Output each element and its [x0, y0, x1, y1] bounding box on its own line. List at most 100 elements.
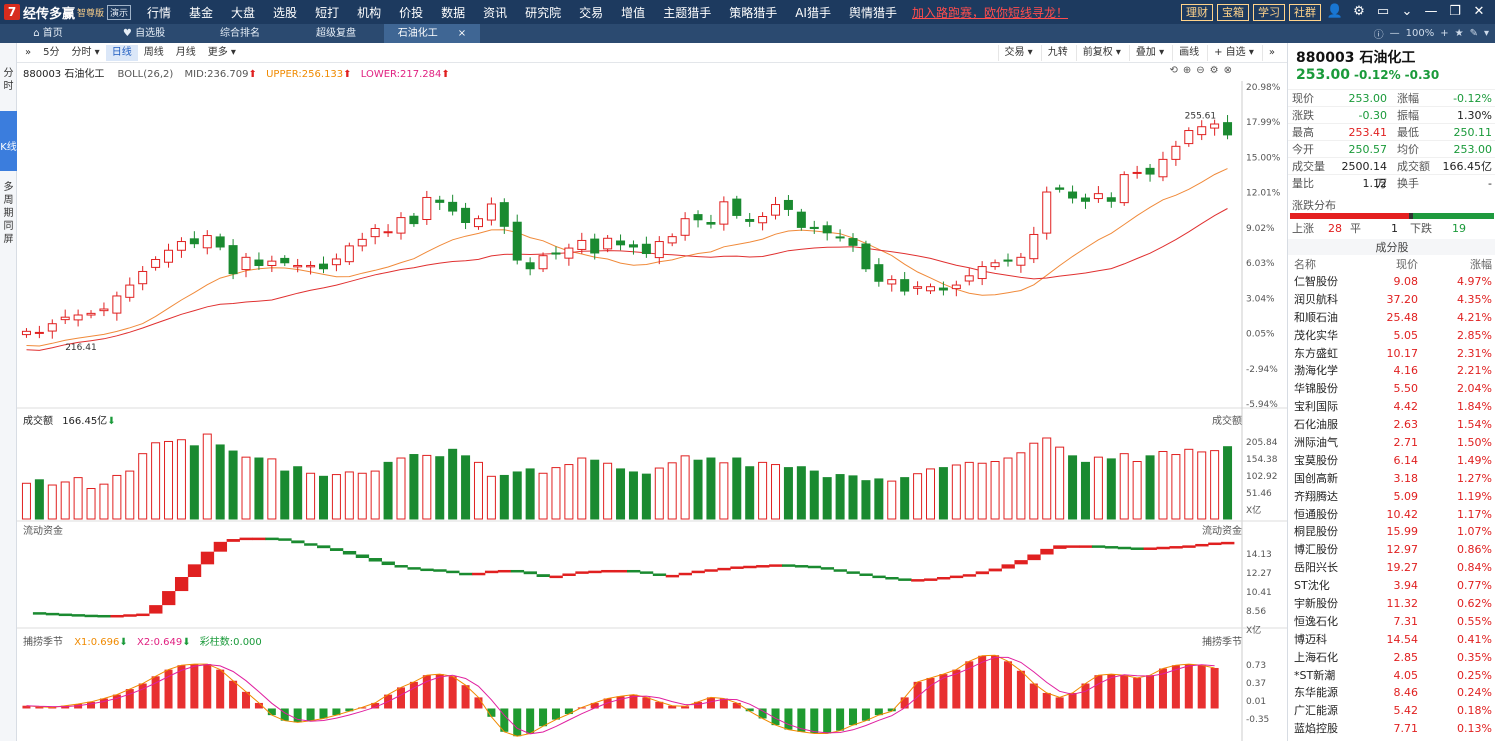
- candle[interactable]: [900, 272, 910, 296]
- candle[interactable]: [783, 195, 793, 216]
- restore-icon[interactable]: ❐: [1449, 4, 1461, 19]
- component-row[interactable]: 渤海化学 4.16 2.21%: [1288, 362, 1495, 380]
- candle[interactable]: [913, 281, 923, 295]
- candle[interactable]: [1171, 140, 1181, 166]
- candle[interactable]: [60, 309, 70, 324]
- nav-item-2[interactable]: 大盘: [231, 5, 256, 20]
- component-row[interactable]: 恒通股份 10.42 1.17%: [1288, 506, 1495, 524]
- candle[interactable]: [1197, 120, 1207, 141]
- candle[interactable]: [538, 252, 548, 273]
- candle[interactable]: [151, 256, 161, 271]
- candle[interactable]: [499, 198, 509, 234]
- component-row[interactable]: 岳阳兴长 19.27 0.84%: [1288, 559, 1495, 577]
- candle[interactable]: [796, 208, 806, 231]
- top-button-1[interactable]: 宝箱: [1217, 3, 1249, 21]
- tab-4[interactable]: 石油化工 ×: [384, 24, 480, 43]
- candle[interactable]: [680, 212, 690, 241]
- zoom-out-icon[interactable]: —: [1389, 28, 1400, 39]
- candle[interactable]: [1093, 186, 1103, 203]
- nav-item-8[interactable]: 资讯: [483, 5, 508, 20]
- candle[interactable]: [1003, 253, 1013, 267]
- candle[interactable]: [1068, 185, 1078, 204]
- period-5[interactable]: 月线: [175, 46, 196, 58]
- tab-0[interactable]: ⌂ 首页: [0, 24, 96, 43]
- candle[interactable]: [925, 283, 936, 295]
- candle[interactable]: [616, 234, 626, 251]
- component-row[interactable]: 蓝焰控股 7.71 0.13%: [1288, 720, 1495, 738]
- component-row[interactable]: 博迈科 14.54 0.41%: [1288, 631, 1495, 649]
- candle[interactable]: [1145, 164, 1155, 182]
- candle[interactable]: [21, 328, 31, 338]
- candle[interactable]: [564, 243, 574, 266]
- candle[interactable]: [73, 309, 83, 327]
- candle[interactable]: [125, 277, 135, 302]
- component-row[interactable]: 润贝航科 37.20 4.35%: [1288, 291, 1495, 309]
- close-tab-icon[interactable]: ×: [457, 28, 467, 39]
- component-row[interactable]: 东方盛虹 10.17 2.31%: [1288, 345, 1495, 363]
- candle[interactable]: [486, 197, 496, 226]
- candle[interactable]: [512, 214, 522, 265]
- component-row[interactable]: 桐昆股份 15.99 1.07%: [1288, 523, 1495, 541]
- component-row[interactable]: 华锦股份 5.50 2.04%: [1288, 380, 1495, 398]
- candle[interactable]: [1042, 186, 1052, 240]
- candle[interactable]: [86, 310, 96, 319]
- candle[interactable]: [448, 194, 458, 216]
- candle[interactable]: [138, 266, 148, 291]
- candle[interactable]: [1016, 252, 1026, 273]
- pencil-icon[interactable]: ✎: [1469, 28, 1478, 39]
- period-0[interactable]: »: [25, 46, 32, 58]
- candle[interactable]: [473, 215, 483, 230]
- chart-canvas[interactable]: 20.98% 17.99% 15.00% 12.01% 9.02% 6.03% 3.04% 0…: [17, 63, 1287, 741]
- candle[interactable]: [719, 196, 729, 231]
- candle[interactable]: [1184, 127, 1194, 147]
- chevron-down-icon[interactable]: ⌄: [1401, 4, 1413, 19]
- candle[interactable]: [1119, 171, 1129, 206]
- tab-1[interactable]: ♥ 自选股: [96, 24, 192, 43]
- close-icon[interactable]: ✕: [1473, 4, 1485, 19]
- candle[interactable]: [977, 261, 987, 286]
- candle[interactable]: [667, 233, 677, 247]
- component-row[interactable]: 和顺石油 25.48 4.21%: [1288, 309, 1495, 327]
- indicator-boll[interactable]: BOLL(26,2): [117, 69, 174, 80]
- component-row[interactable]: 博汇股份 12.97 0.86%: [1288, 541, 1495, 559]
- candle[interactable]: [654, 236, 664, 265]
- component-row[interactable]: 恒逸石化 7.31 0.55%: [1288, 613, 1495, 631]
- top-button-0[interactable]: 理财: [1181, 3, 1213, 21]
- candle[interactable]: [848, 233, 858, 252]
- tab-3[interactable]: 超级复盘: [288, 24, 384, 43]
- period-2[interactable]: 分时 ▾: [71, 46, 100, 58]
- kline-chart[interactable]: 20.98% 17.99% 15.00% 12.01% 9.02% 6.03% 3.04% 0…: [17, 63, 1287, 741]
- component-row[interactable]: 广汇能源 5.42 0.18%: [1288, 702, 1495, 720]
- candle[interactable]: [938, 281, 948, 296]
- component-row[interactable]: 东华能源 8.46 0.24%: [1288, 684, 1495, 702]
- toolbar-btn-1[interactable]: 九转: [1040, 45, 1074, 61]
- candle[interactable]: [874, 258, 884, 287]
- col-price[interactable]: 现价: [1396, 258, 1418, 271]
- candle[interactable]: [344, 242, 354, 265]
- more-icon[interactable]: ▾: [1483, 28, 1489, 39]
- candle[interactable]: [202, 230, 212, 255]
- candle[interactable]: [318, 256, 329, 274]
- candle[interactable]: [306, 261, 316, 275]
- left-tab-0[interactable]: 分时: [3, 68, 14, 92]
- candle[interactable]: [461, 202, 471, 230]
- component-row[interactable]: *ST新潮 4.05 0.25%: [1288, 667, 1495, 685]
- candle[interactable]: [809, 220, 819, 234]
- candle[interactable]: [1132, 165, 1142, 179]
- col-change[interactable]: 涨幅: [1470, 258, 1492, 271]
- left-tab-1[interactable]: K线: [0, 111, 17, 171]
- candle[interactable]: [370, 224, 380, 245]
- candle[interactable]: [293, 258, 303, 273]
- left-tab-2[interactable]: 多周期同屏: [3, 182, 14, 245]
- component-row[interactable]: 宝莫股份 6.14 1.49%: [1288, 452, 1495, 470]
- info-icon[interactable]: ⓘ: [1373, 30, 1384, 41]
- toolbar-btn-2[interactable]: 前复权 ▾: [1075, 45, 1127, 61]
- app-logo[interactable]: 7 经传多赢 智尊版 演示: [0, 3, 138, 22]
- candle[interactable]: [525, 257, 535, 276]
- candle[interactable]: [164, 243, 174, 268]
- toolbar-btn-6[interactable]: »: [1261, 45, 1281, 61]
- period-3[interactable]: 日线: [105, 44, 138, 61]
- nav-item-4[interactable]: 短打: [315, 5, 340, 20]
- component-row[interactable]: 洲际油气 2.71 1.50%: [1288, 434, 1495, 452]
- candle[interactable]: [706, 214, 716, 229]
